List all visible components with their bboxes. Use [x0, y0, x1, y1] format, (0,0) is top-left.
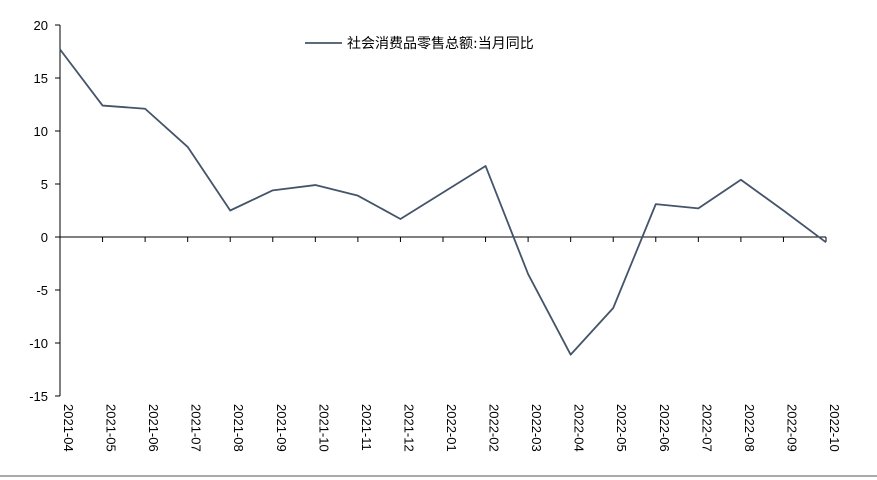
y-tick-label: 10	[34, 124, 48, 139]
x-tick-label: 2021-11	[359, 404, 374, 451]
x-tick-label: 2021-09	[274, 404, 289, 452]
x-tick-label: 2022-07	[699, 404, 714, 452]
x-tick-label: 2021-04	[61, 404, 76, 452]
x-tick-label: 2021-07	[189, 404, 204, 452]
x-tick-label: 2021-08	[231, 404, 246, 452]
y-tick-label: -5	[36, 283, 48, 298]
x-tick-label: 2021-12	[401, 404, 416, 452]
x-tick-label: 2021-06	[146, 404, 161, 452]
y-tick-label: -10	[29, 336, 48, 351]
legend: 社会消费品零售总额:当月同比	[305, 36, 534, 52]
y-tick-label: -15	[29, 389, 48, 404]
x-tick-label: 2021-05	[104, 404, 119, 452]
x-tick-label: 2022-02	[487, 404, 502, 452]
legend-label: 社会消费品零售总额:当月同比	[347, 36, 534, 52]
x-tick-label: 2022-08	[742, 404, 757, 452]
x-tick-label: 2022-10	[827, 404, 842, 452]
y-tick-label: 20	[34, 18, 48, 33]
y-tick-label: 5	[41, 177, 48, 192]
series-layer	[59, 48, 827, 356]
y-tick-label: 15	[34, 71, 48, 86]
series-line	[59, 48, 827, 356]
x-tick-label: 2022-09	[784, 404, 799, 452]
axes: 20 15 10 5 0 -5 -10 -15 2021-04 2021-05 2021-06 202…	[29, 18, 842, 452]
x-tick-label: 2022-04	[572, 404, 587, 452]
x-tick-label: 2022-03	[529, 404, 544, 452]
x-tick-label: 2022-06	[657, 404, 672, 452]
x-tick-label: 2022-05	[614, 404, 629, 452]
x-tick-label: 2022-01	[444, 404, 459, 452]
x-tick-label: 2021-10	[316, 404, 331, 452]
y-tick-label: 0	[41, 230, 48, 245]
